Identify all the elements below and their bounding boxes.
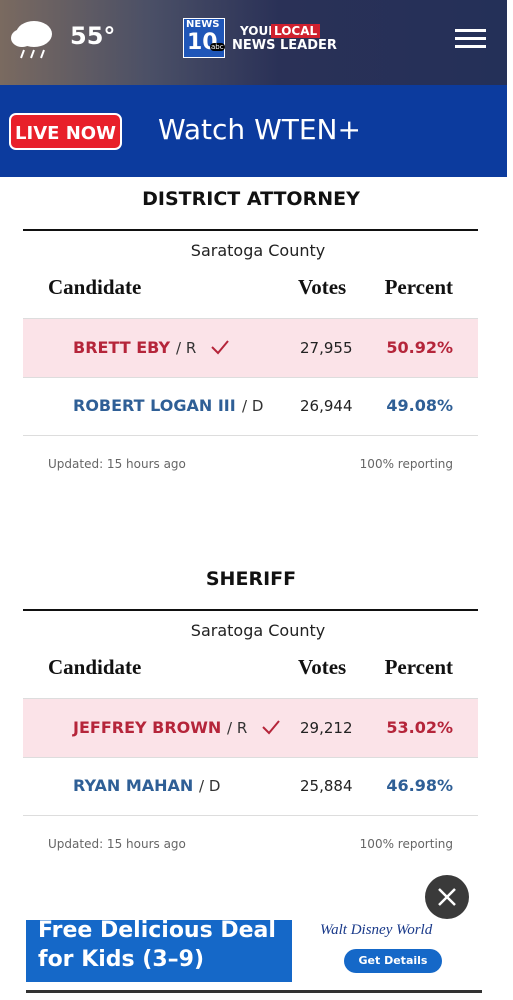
- race: DISTRICT ATTORNEY Saratoga County Candidat…: [0, 180, 513, 480]
- candidate-name: RYAN MAHAN: [73, 776, 194, 795]
- ad-brand: Walt Disney World: [320, 922, 433, 938]
- ad-button[interactable]: Get Details: [344, 949, 442, 973]
- tagline-rest: NEWS LEADER: [232, 38, 337, 53]
- votes: 26,944: [300, 397, 353, 415]
- party: / D: [199, 777, 221, 795]
- temperature: 55°: [70, 22, 116, 50]
- county: Saratoga County: [190, 621, 326, 640]
- result-row: JEFFREY BROWN / R 29,212 53.02%: [23, 698, 478, 758]
- result-row: RYAN MAHAN / D 25,884 46.98%: [23, 757, 478, 816]
- header: 55° NEWS 10 abc YOUR LOCAL NEWS LEADER: [0, 0, 507, 85]
- percent: 50.92%: [386, 338, 453, 357]
- race-title: DISTRICT ATTORNEY: [142, 188, 360, 210]
- party: / R: [227, 719, 248, 737]
- race-title: SHERIFF: [205, 568, 297, 590]
- column-header: Candidate: [48, 655, 142, 679]
- weather-icon: [11, 21, 52, 59]
- county: Saratoga County: [190, 241, 326, 260]
- live-badge: LIVE NOW: [9, 113, 122, 150]
- logo-news: NEWS: [186, 19, 220, 30]
- divider: [23, 229, 478, 231]
- column-header: Percent: [384, 655, 453, 679]
- candidate-name: ROBERT LOGAN III: [73, 396, 236, 415]
- tagline-local: LOCAL: [271, 24, 321, 38]
- column-header: Votes: [298, 275, 347, 299]
- live-text: Watch WTEN+: [158, 113, 361, 146]
- result-row: ROBERT LOGAN III / D 26,944 49.08%: [23, 377, 478, 436]
- candidate-name: BRETT EBY: [73, 338, 171, 357]
- votes: 27,955: [300, 339, 353, 357]
- ad-banner[interactable]: Free Delicious Deal for Kids (3–9) Walt …: [26, 918, 482, 993]
- logo[interactable]: NEWS 10 abc: [183, 18, 225, 58]
- winner-check: [261, 719, 281, 739]
- ad-headline: Free Delicious Deal: [38, 918, 276, 943]
- ad-headline: for Kids (3–9): [38, 947, 205, 972]
- logo-abc: abc: [210, 43, 225, 51]
- updated: Updated: 15 hours ago: [48, 457, 186, 471]
- reporting: 100% reporting: [359, 837, 453, 851]
- tagline-your: YOUR: [240, 24, 278, 38]
- column-header: Votes: [298, 655, 347, 679]
- live-bar[interactable]: LIVE NOW Watch WTEN+: [0, 85, 507, 177]
- votes: 29,212: [300, 719, 353, 737]
- candidate-name: JEFFREY BROWN: [73, 718, 222, 737]
- ad-panel: Free Delicious Deal for Kids (3–9): [26, 918, 292, 982]
- result-row: BRETT EBY / R 27,955 50.92%: [23, 318, 478, 378]
- menu-button[interactable]: [455, 28, 487, 50]
- percent: 53.02%: [386, 718, 453, 737]
- column-header: Percent: [384, 275, 453, 299]
- close-ad-button[interactable]: [425, 875, 469, 919]
- column-header: Candidate: [48, 275, 142, 299]
- race: SHERIFF Saratoga County Candidate Votes Perc…: [0, 560, 513, 860]
- divider: [23, 609, 478, 611]
- party: / D: [242, 397, 264, 415]
- reporting: 100% reporting: [359, 457, 453, 471]
- votes: 25,884: [300, 777, 353, 795]
- party: / R: [176, 339, 197, 357]
- percent: 49.08%: [386, 396, 453, 415]
- winner-check: [210, 339, 230, 359]
- updated: Updated: 15 hours ago: [48, 837, 186, 851]
- percent: 46.98%: [386, 776, 453, 795]
